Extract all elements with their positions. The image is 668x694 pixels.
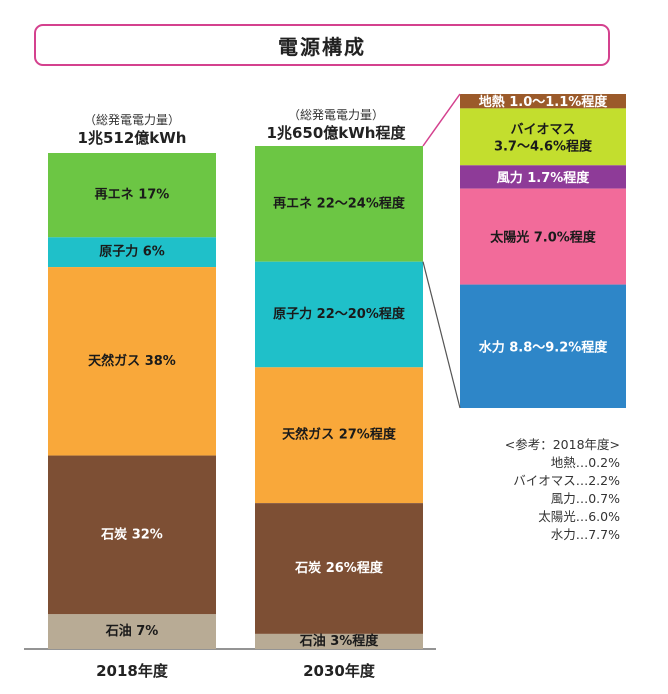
column-1-total: 1兆512億kWh	[77, 129, 187, 147]
bar-2-oil-label: 石油 3%程度	[299, 633, 380, 649]
bar-2-coal-label: 石炭 26%程度	[294, 560, 384, 576]
bar-2-nuclear-label: 原子力 22〜20%程度	[273, 306, 406, 322]
detail-bar-hydro-label: 水力 8.8〜9.2%程度	[479, 339, 609, 355]
bar-2-oil	[255, 633, 423, 649]
column-1-subtitle: （総発電電力量）	[83, 113, 180, 127]
reference-item-geothermal: 地熱…0.2%	[550, 455, 620, 470]
bar-2-coal	[255, 503, 423, 634]
bar-1-nuclear-label: 原子力 6%	[99, 244, 165, 260]
bar-1-coal	[48, 455, 216, 615]
bar-1-coal-label: 石炭 32%	[100, 526, 163, 542]
detail-bar-biomass	[460, 108, 626, 166]
x-label-2018: 2018年度	[96, 662, 168, 680]
reference-2018: <参考：2018年度> 地熱…0.2% バイオマス…2.2% 風力…0.7% 太…	[505, 436, 620, 544]
bar-1-nuclear	[48, 237, 216, 268]
reference-item-biomass: バイオマス…2.2%	[513, 473, 620, 488]
detail-bar-biomass-label: バイオマス 3.7〜4.6%程度	[494, 122, 593, 154]
detail-bar-hydro	[460, 284, 626, 408]
detail-bar-geothermal	[460, 94, 626, 109]
bar-1-oil-label: 石油 7%	[105, 623, 159, 639]
bar-1-renewable	[48, 153, 216, 238]
reference-title: <参考：2018年度>	[504, 437, 620, 452]
reference-item-solar: 太陽光…6.0%	[538, 509, 620, 524]
column-2-subtitle: （総発電電力量）	[287, 108, 384, 122]
bar-1-renewable-label: 再エネ 17%	[95, 188, 170, 203]
bar-1-gas	[48, 267, 216, 456]
bar-2-gas	[255, 367, 423, 504]
bar-1-gas-label: 天然ガス 38%	[88, 353, 176, 369]
bar-1-oil	[48, 614, 216, 649]
x-label-2030: 2030年度	[303, 662, 375, 680]
reference-item-wind: 風力…0.7%	[550, 491, 620, 506]
connector-bottom	[422, 261, 461, 409]
chart-title: 電源構成	[34, 24, 610, 66]
bar-2-nuclear	[255, 261, 423, 368]
detail-bar-solar	[460, 188, 626, 285]
detail-bar-wind	[460, 165, 626, 189]
detail-bar-solar-label: 太陽光 7.0%程度	[489, 230, 597, 246]
column-2-total: 1兆650億kWh程度	[266, 124, 406, 142]
detail-bar-geothermal-label: 地熱 1.0〜1.1%程度	[479, 94, 609, 110]
bar-2-gas-label: 天然ガス 27%程度	[282, 427, 397, 443]
bar-2-renewable-label: 再エネ 22〜24%程度	[273, 195, 406, 211]
bar-2-renewable	[255, 146, 423, 262]
detail-bar-wind-label: 風力 1.7%程度	[497, 170, 591, 186]
reference-item-hydro: 水力…7.7%	[550, 527, 620, 542]
connector-top	[422, 93, 461, 147]
